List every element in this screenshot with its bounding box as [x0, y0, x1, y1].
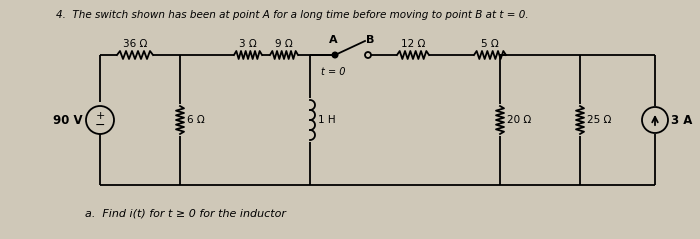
- Text: 25 Ω: 25 Ω: [587, 115, 611, 125]
- Text: 1 H: 1 H: [318, 115, 335, 125]
- Text: 36 Ω: 36 Ω: [122, 39, 147, 49]
- Text: 12 Ω: 12 Ω: [401, 39, 425, 49]
- Text: 90 V: 90 V: [53, 114, 83, 126]
- Text: 9 Ω: 9 Ω: [275, 39, 293, 49]
- Text: 3 A: 3 A: [671, 114, 692, 126]
- Text: 3 Ω: 3 Ω: [239, 39, 257, 49]
- Text: 20 Ω: 20 Ω: [507, 115, 531, 125]
- Text: 6 Ω: 6 Ω: [187, 115, 204, 125]
- Text: −: −: [94, 119, 105, 131]
- Text: A: A: [329, 35, 337, 45]
- Text: B: B: [366, 35, 375, 45]
- Text: a.  Find i(t) for t ≥ 0 for the inductor: a. Find i(t) for t ≥ 0 for the inductor: [85, 208, 286, 218]
- Text: +: +: [95, 111, 105, 121]
- Circle shape: [332, 52, 338, 58]
- Text: t = 0: t = 0: [321, 67, 345, 77]
- Text: 5 Ω: 5 Ω: [481, 39, 499, 49]
- Text: 4.  The switch shown has been at point A for a long time before moving to point : 4. The switch shown has been at point A …: [56, 10, 528, 20]
